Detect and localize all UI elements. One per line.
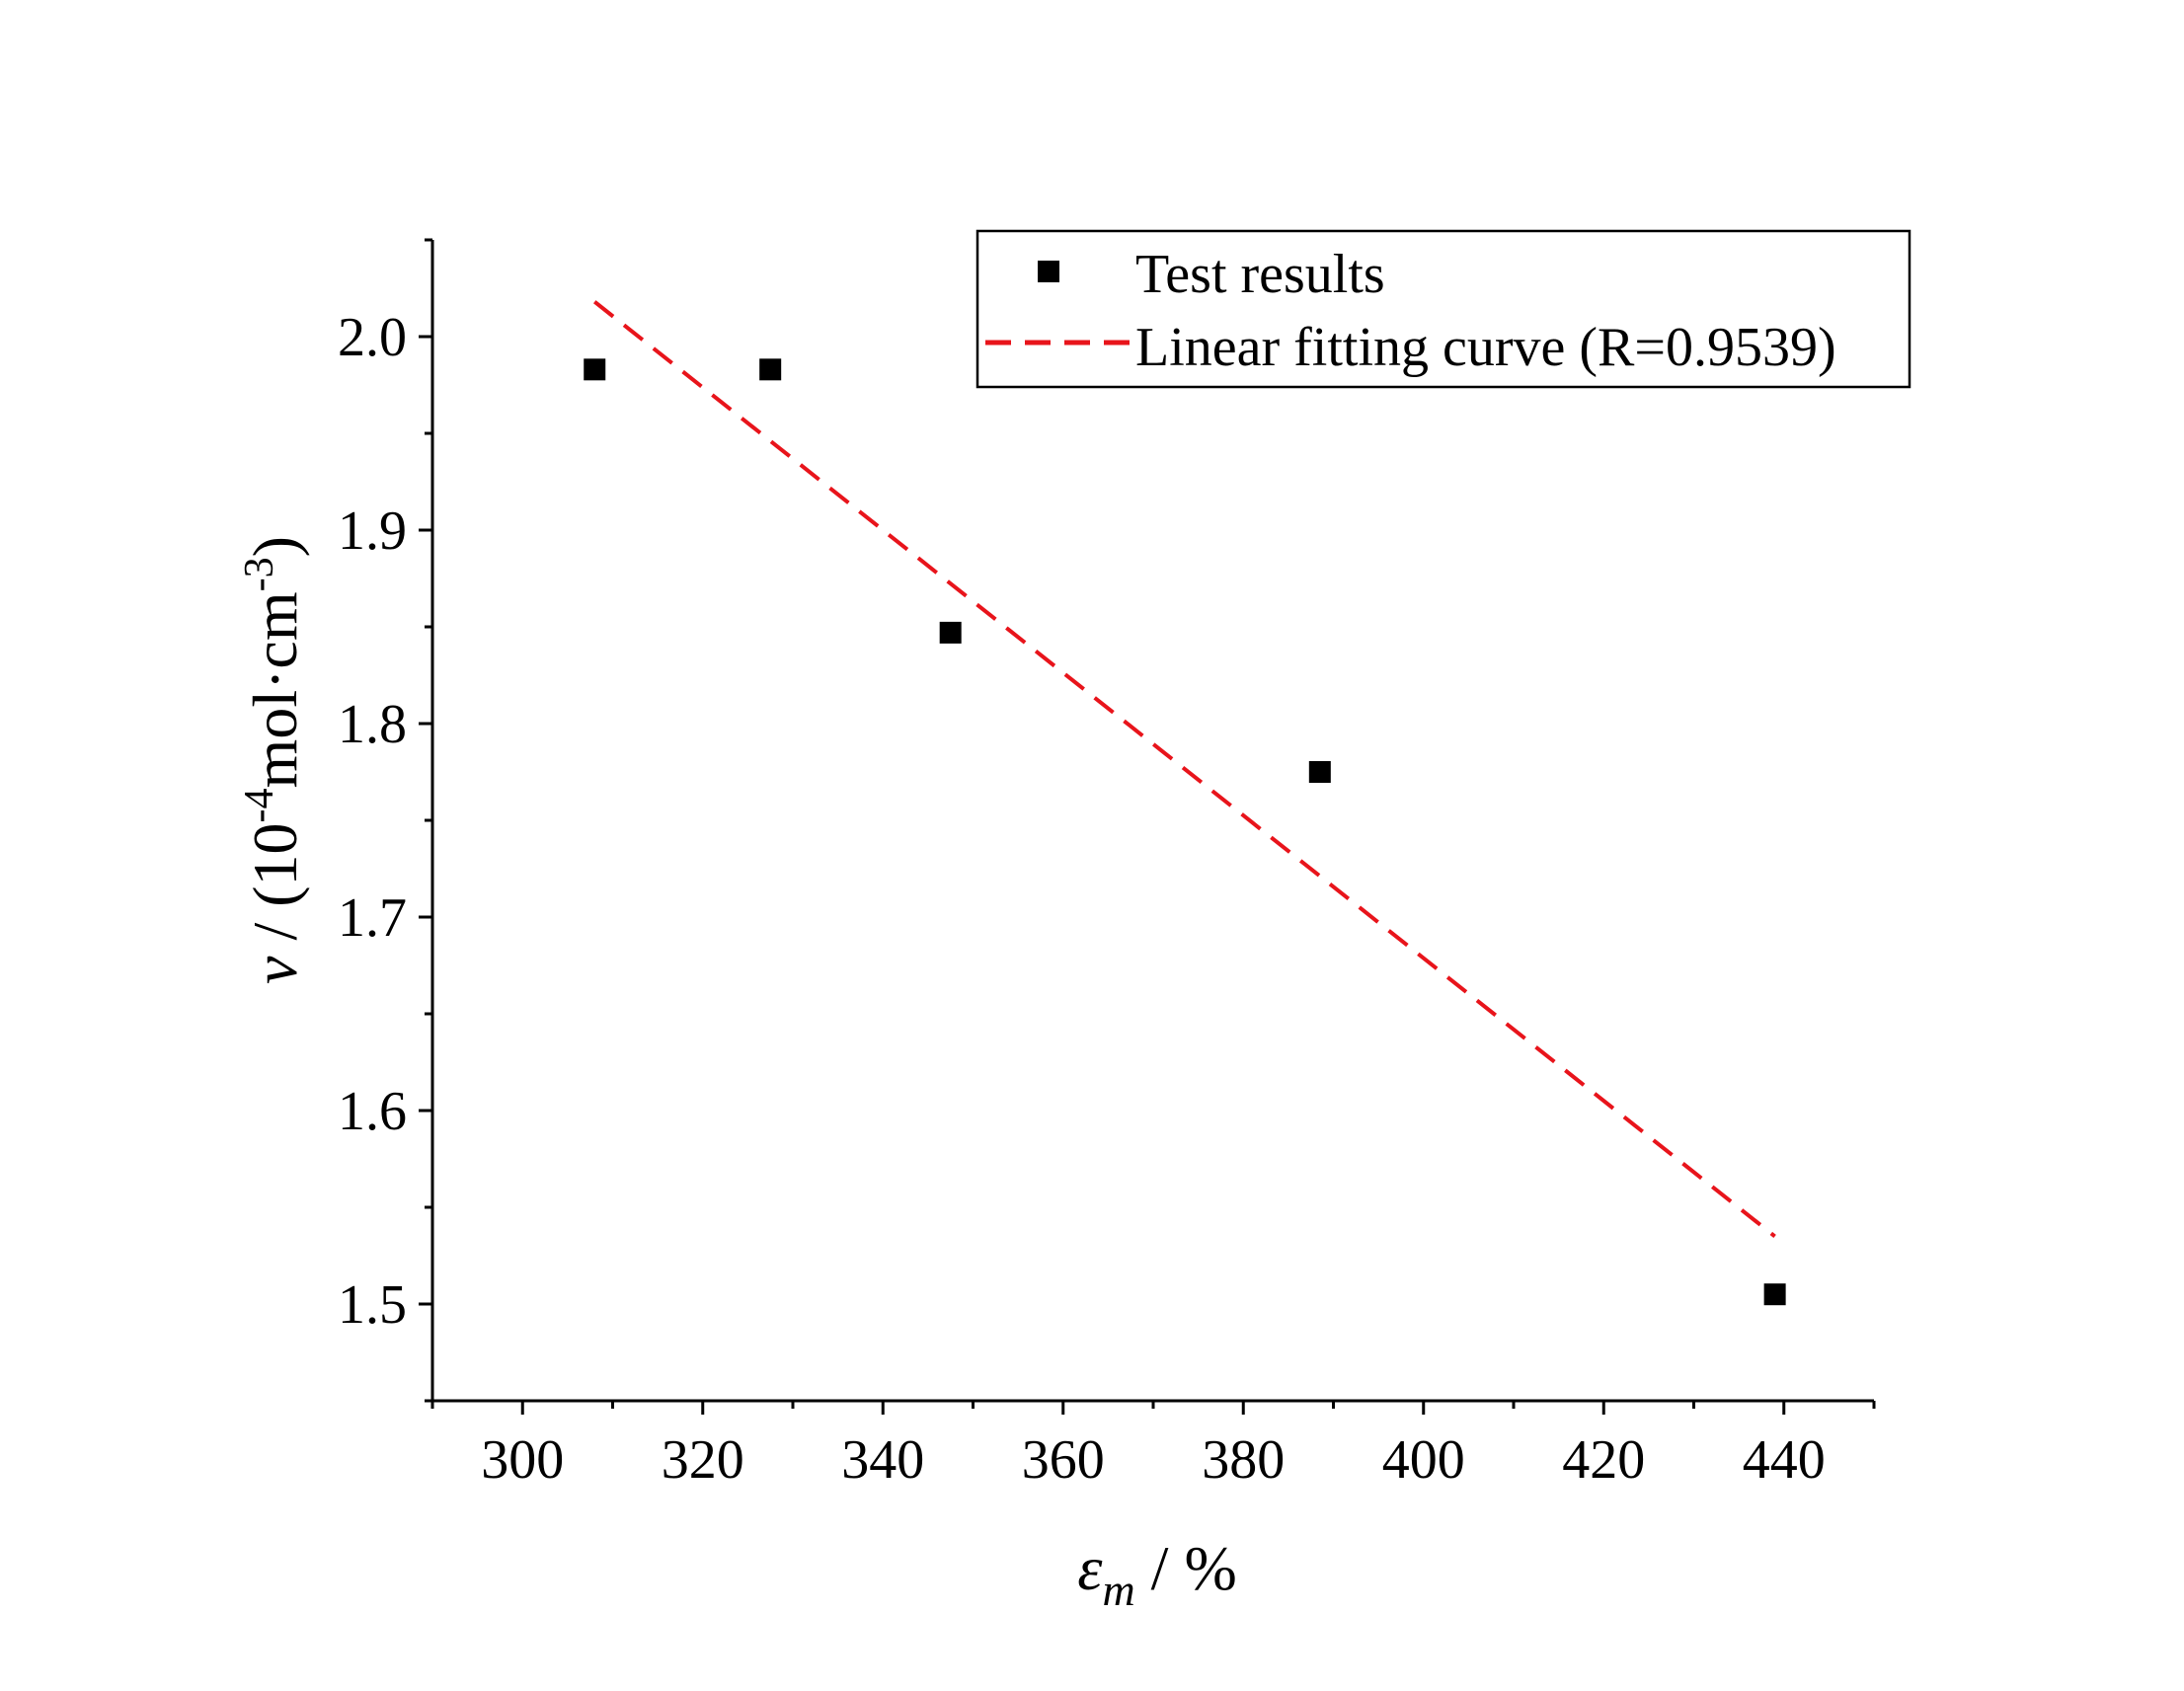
y-tick-label: 1.8	[338, 694, 407, 755]
points-group	[584, 358, 1786, 1306]
x-tick-label: 340	[841, 1429, 924, 1491]
y-axis-title: ν / (10-4mol·cm-3)	[237, 536, 310, 984]
axes: 300 320 340 360 380 400 420 440 1.5 1.6 1.7 1.8 1.9 2…	[338, 238, 1876, 1491]
y-tick-label: 1.5	[338, 1274, 407, 1336]
x-tick-label: 360	[1022, 1429, 1105, 1491]
data-point	[1763, 1283, 1786, 1306]
x-tick-label: 320	[662, 1429, 744, 1491]
legend: Test results Linear fitting curve (R=0.9…	[975, 229, 1911, 389]
x-tick-label: 300	[481, 1429, 564, 1491]
legend-label-linear-fit: Linear fitting curve (R=0.9539)	[1135, 317, 1836, 378]
legend-label-test-results: Test results	[1135, 244, 1385, 305]
legend-box	[975, 229, 1911, 389]
y-tick-label: 1.6	[338, 1081, 407, 1142]
x-tick-label: 400	[1382, 1429, 1465, 1491]
fit-line	[593, 300, 1776, 1238]
data-point	[759, 358, 782, 381]
x-tick-label: 380	[1202, 1429, 1285, 1491]
y-tick-label: 1.9	[338, 500, 407, 562]
x-axis-title: εm / %	[1077, 1533, 1237, 1615]
data-point	[939, 621, 962, 644]
data-point	[584, 358, 606, 381]
y-tick-label: 1.7	[338, 887, 407, 949]
x-tick-label: 420	[1562, 1429, 1645, 1491]
fit-line-group	[593, 300, 1776, 1238]
x-tick-label: 440	[1743, 1429, 1826, 1491]
data-point	[1308, 761, 1331, 783]
y-tick-label: 2.0	[338, 307, 407, 368]
legend-marker-test-results	[1038, 261, 1059, 282]
